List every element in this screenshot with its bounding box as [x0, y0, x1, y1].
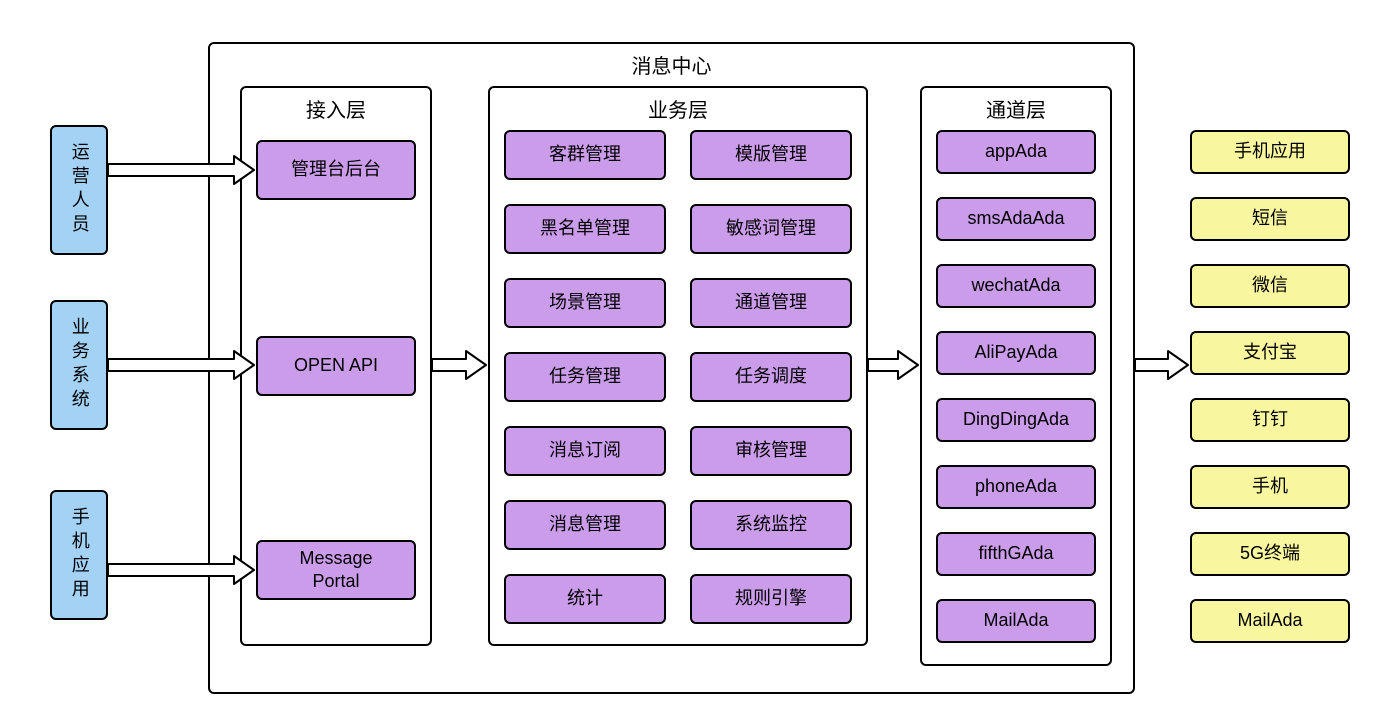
business-task: 任务管理 — [504, 352, 666, 402]
output-mobileapp: 手机应用 — [1190, 130, 1350, 174]
access-admin: 管理台后台 — [256, 140, 416, 200]
access-portal: Message Portal — [256, 540, 416, 600]
output-5g: 5G终端 — [1190, 532, 1350, 576]
output-mail: MailAda — [1190, 599, 1350, 643]
actor-label: 运营人员 — [67, 142, 90, 238]
output-dingtalk: 钉钉 — [1190, 398, 1350, 442]
sub-container-title: 通道层 — [922, 94, 1110, 123]
business-stats: 统计 — [504, 574, 666, 624]
channel-smsAda: smsAdaAda — [936, 197, 1096, 241]
channel-phoneAda: phoneAda — [936, 465, 1096, 509]
actor-label: 手机应用 — [67, 507, 90, 603]
channel-dingAda: DingDingAda — [936, 398, 1096, 442]
arrow-5 — [1135, 351, 1188, 379]
business-template: 模版管理 — [690, 130, 852, 180]
business-rules: 规则引擎 — [690, 574, 852, 624]
sub-container-title: 业务层 — [490, 94, 866, 123]
business-scene: 场景管理 — [504, 278, 666, 328]
channel-mailAda: MailAda — [936, 599, 1096, 643]
main-container-title: 消息中心 — [210, 50, 1133, 79]
channel-alipayAda: AliPayAda — [936, 331, 1096, 375]
business-blacklist: 黑名单管理 — [504, 204, 666, 254]
business-monitor: 系统监控 — [690, 500, 852, 550]
business-channelmgmt: 通道管理 — [690, 278, 852, 328]
actor-biz: 业务系统 — [50, 300, 108, 430]
output-phone: 手机 — [1190, 465, 1350, 509]
output-sms: 短信 — [1190, 197, 1350, 241]
channel-fifthGAda: fifthGAda — [936, 532, 1096, 576]
output-alipay: 支付宝 — [1190, 331, 1350, 375]
actor-label: 业务系统 — [67, 317, 90, 413]
channel-appAda: appAda — [936, 130, 1096, 174]
business-audit: 审核管理 — [690, 426, 852, 476]
business-schedule: 任务调度 — [690, 352, 852, 402]
business-subscribe: 消息订阅 — [504, 426, 666, 476]
diagram-canvas: 消息中心接入层业务层通道层运营人员业务系统手机应用管理台后台OPEN APIMe… — [0, 0, 1400, 716]
actor-ops: 运营人员 — [50, 125, 108, 255]
access-openapi: OPEN API — [256, 336, 416, 396]
actor-mobile: 手机应用 — [50, 490, 108, 620]
output-wechat: 微信 — [1190, 264, 1350, 308]
business-cust: 客群管理 — [504, 130, 666, 180]
sub-container-title: 接入层 — [242, 94, 430, 123]
channel-wechatAda: wechatAda — [936, 264, 1096, 308]
business-sensitive: 敏感词管理 — [690, 204, 852, 254]
business-msgmgmt: 消息管理 — [504, 500, 666, 550]
